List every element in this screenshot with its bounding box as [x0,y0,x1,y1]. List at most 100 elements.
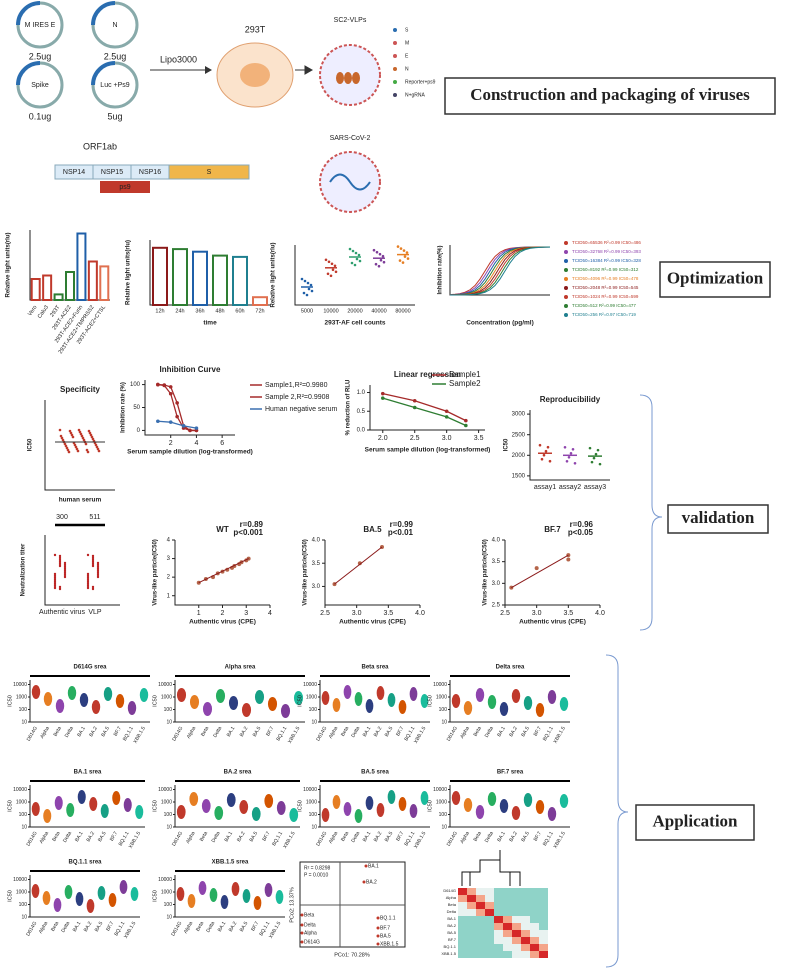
x-tick-label: VLP [88,609,102,616]
x-tick-label: XBB.1.5 [282,830,296,849]
dot [76,449,80,453]
dot [53,553,57,557]
y-tick-label: 3.5 [492,559,501,565]
axis [174,540,270,606]
axis [144,380,235,436]
x-tick-label: BA.2 [236,830,247,843]
dot [327,260,331,264]
y-axis-label: % reduction of RLU [346,380,352,436]
dot [399,247,403,250]
legend-marker [564,268,568,272]
legend-icon [393,54,397,58]
violin [254,690,265,704]
ps9-segment [100,181,150,193]
label: p<0.05 [568,528,594,537]
legend-text: TCID50=8192 R²=0.99 IC50=312 [572,267,639,272]
x-tick-label: Beta [199,830,209,842]
x-tick-label: BA.2 [508,830,519,843]
label: NSP14 [63,169,85,176]
heatmap-cell [467,937,476,944]
heatmap-cell [503,951,512,958]
y-tick-label: 3.0 [492,581,501,587]
heatmap-cell [467,909,476,916]
heatmap-cell [503,930,512,937]
heatmap-cell [476,951,485,958]
dot [86,584,90,588]
violin [280,704,291,718]
point [168,385,173,389]
y-axis-label: Virus-like particle(IC50) [303,539,309,606]
dot [89,433,93,437]
dot [573,461,577,465]
dot [544,449,548,453]
violin [100,804,109,818]
x-tick-label: D614G [446,726,459,743]
dot [331,268,335,272]
violin [226,793,236,807]
heatmap-cell [485,895,494,902]
dot [402,249,406,252]
bar [152,246,168,307]
dot [378,252,382,256]
x-tick-label: XBB.1.5 [553,725,567,744]
x-axis-label: Serum sample dilution (log-transformed) [127,449,253,456]
dot [63,561,67,565]
heatmap-cell [539,930,548,937]
label: SARS-CoV-2 [330,135,371,142]
y-tick-label: 1500 [512,473,526,479]
legend-icon [393,41,397,45]
dot [379,258,383,262]
violin [242,889,251,903]
dot [542,453,546,457]
legend-text: TCID50=65536 R²=0.99 IC50=486 [572,240,641,245]
heatmap-cell [458,951,467,958]
x-tick-label: BF.7 [533,830,543,842]
heatmap-cell [467,951,476,958]
y-tick-label: 10000 [13,682,27,688]
dot [96,573,100,577]
point [376,934,380,938]
y-tick-label: 100 [164,707,173,713]
plasmid-amount: 2.5ug [104,51,127,61]
section-box [659,261,771,298]
dot [567,455,571,459]
heatmap-cell [521,895,530,902]
x-tick-label: 4 [194,440,198,447]
panel-title: BA.5 srea [361,770,389,776]
x-tick-label: BA.2 [86,830,97,843]
heatmap-cell [467,888,476,895]
violin [487,792,497,806]
dot [58,564,62,568]
x-tick-label: Delta [350,725,361,738]
violin [31,802,40,816]
label: S [207,169,212,176]
heatmap-cell [485,951,494,958]
legend-marker [564,295,568,299]
violin [398,797,407,811]
bar [30,278,41,301]
dot [91,585,95,589]
x-tick-label: 4 [268,610,272,617]
point [376,916,380,920]
violin [387,693,396,707]
y-tick-label: 2500 [512,432,526,438]
heatmap-cell [485,930,494,937]
heatmap-cell [458,923,467,930]
heatmap-cell [467,895,476,902]
violin [176,887,185,901]
violin [559,794,569,808]
legend-text: Human negative serum [265,406,338,413]
heatmap-cell [530,951,539,958]
heatmap-cell [476,923,485,930]
x-tick-label: Delta [60,920,71,933]
violin [511,689,521,703]
fit-curve [449,246,551,296]
x-tick-label: BA.1 [76,725,87,738]
x-tick-label: 3.5 [383,610,393,617]
axis [44,400,115,491]
label: r=0.89 [240,520,264,529]
row-label: BQ.1.1 [444,944,457,949]
label: p<0.001 [233,528,263,537]
dot [86,576,90,580]
x-tick-label: Delta [212,725,223,738]
